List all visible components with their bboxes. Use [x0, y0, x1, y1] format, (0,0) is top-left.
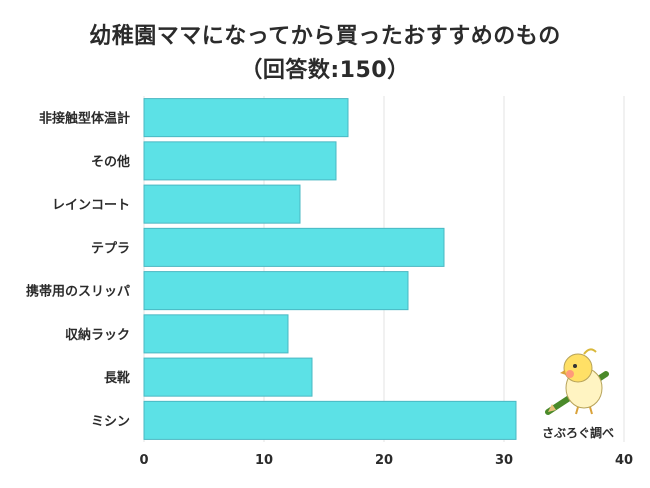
chart-subtitle: （回答数:150）: [240, 58, 410, 83]
bar: [143, 357, 313, 397]
bar: [143, 184, 301, 224]
category-label: 収納ラック: [65, 327, 130, 343]
bar: [143, 141, 337, 181]
category-label: テプラ: [91, 241, 130, 256]
x-tick-label: 20: [375, 453, 393, 468]
bar: [143, 314, 289, 354]
category-label: 携帯用のスリッパ: [26, 284, 130, 300]
bar: [143, 271, 409, 311]
category-label: レインコート: [52, 198, 130, 213]
category-label: その他: [91, 154, 130, 170]
watermark-label: さぶろぐ調べ: [542, 425, 614, 440]
category-label: ミシン: [91, 414, 130, 429]
chart-title: 幼稚園ママになってから買ったおすすめのもの: [89, 24, 561, 49]
category-label: 長靴: [104, 370, 130, 386]
bar: [143, 400, 517, 440]
category-label: 非接触型体温計: [39, 111, 130, 127]
x-tick-label: 0: [139, 453, 148, 468]
bar: [143, 227, 445, 267]
x-tick-label: 30: [495, 453, 513, 468]
bar: [143, 98, 349, 138]
mascot-bird-illustration: [545, 348, 609, 415]
x-tick-label: 40: [615, 453, 633, 468]
x-tick-label: 10: [255, 453, 273, 468]
